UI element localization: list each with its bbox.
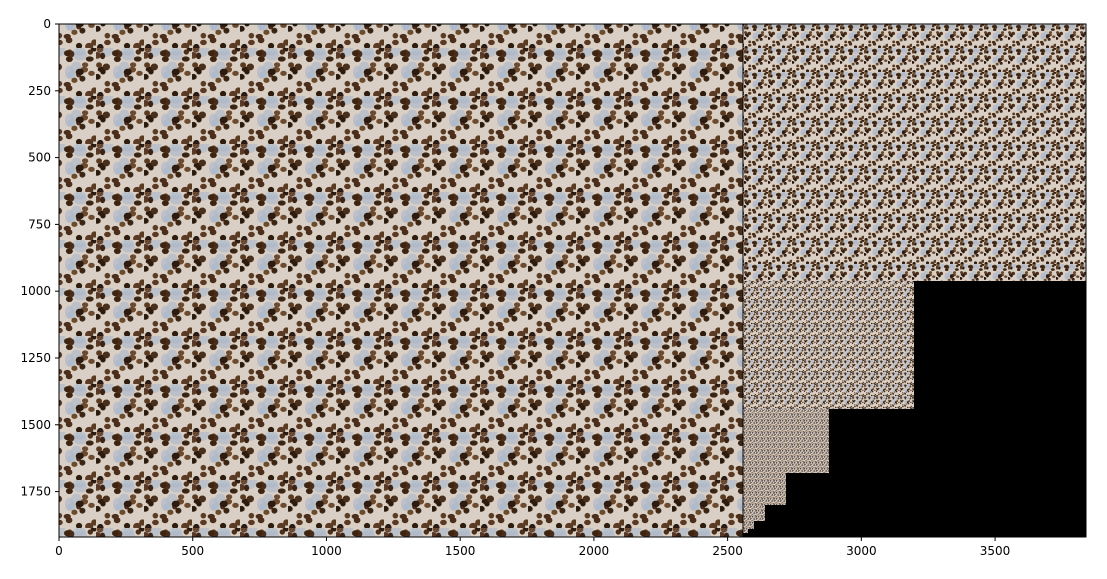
- x-tick-label: 500: [181, 544, 204, 558]
- y-tick-label: 1250: [20, 351, 51, 365]
- x-tick-label: 2500: [712, 544, 743, 558]
- y-tick-label: 250: [28, 84, 51, 98]
- image-level-2: [743, 281, 914, 409]
- y-tick-label: 1750: [20, 485, 51, 499]
- axes-frame: [58, 23, 1087, 538]
- x-tick-label: 0: [55, 544, 63, 558]
- x-tick-label: 1500: [445, 544, 476, 558]
- image-level-4: [743, 473, 786, 505]
- image-level-6: [743, 521, 754, 529]
- image-level-3: [743, 409, 829, 473]
- x-tick-label: 3000: [846, 544, 877, 558]
- y-tick-label: 1000: [20, 284, 51, 298]
- image-level-5: [743, 505, 765, 521]
- image-level-1: [743, 24, 1086, 281]
- y-tick-label: 750: [28, 217, 51, 231]
- image-level-0: [59, 24, 743, 537]
- x-tick-label: 3500: [980, 544, 1011, 558]
- y-tick-label: 0: [43, 17, 51, 31]
- y-tick-label: 1500: [20, 418, 51, 432]
- image-level-7: [743, 529, 748, 533]
- x-tick-label: 1000: [311, 544, 342, 558]
- x-tick-label: 2000: [579, 544, 610, 558]
- y-tick-label: 500: [28, 151, 51, 165]
